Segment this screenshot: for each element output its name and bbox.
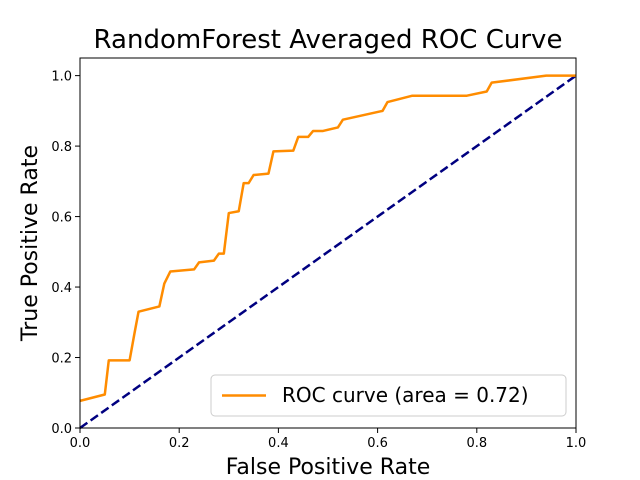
y-tick-label: 0.4	[51, 281, 72, 296]
x-tick-label: 0.4	[268, 436, 289, 451]
y-tick-label: 1.0	[51, 70, 72, 85]
x-tick-label: 0.8	[466, 436, 487, 451]
y-axis-title: True Positive Rate	[18, 145, 43, 342]
y-tick-label: 0.8	[51, 140, 72, 155]
x-tick-label: 1.0	[566, 436, 587, 451]
roc-curve-line	[79, 74, 576, 403]
legend: ROC curve (area = 0.72)	[210, 374, 567, 417]
y-tick-label: 0.6	[51, 211, 72, 226]
y-axis: 0.0 0.2 0.4 0.6 0.8 1.0	[51, 70, 80, 437]
chart-title: RandomForest Averaged ROC Curve	[94, 25, 563, 55]
x-tick-label: 0.0	[70, 436, 91, 451]
legend-label-roc: ROC curve (area = 0.72)	[282, 383, 529, 407]
y-tick-label: 0.0	[51, 422, 72, 437]
x-tick-label: 0.2	[169, 436, 190, 451]
x-axis-title: False Positive Rate	[226, 455, 430, 480]
plot-frame	[79, 57, 577, 429]
y-tick-label: 0.2	[51, 352, 72, 367]
plot-area	[79, 74, 577, 430]
chance-diagonal-line	[79, 74, 577, 430]
legend-box	[210, 374, 567, 417]
x-axis: 0.0 0.2 0.4 0.6 0.8 1.0	[70, 428, 587, 451]
x-tick-label: 0.6	[367, 436, 388, 451]
